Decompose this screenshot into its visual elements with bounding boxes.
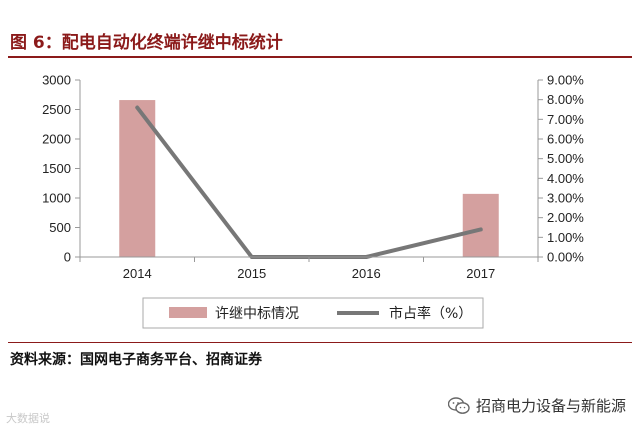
y-right-tick-label: 2.00% (547, 210, 584, 225)
y-right-tick-label: 1.00% (547, 230, 584, 245)
legend-swatch-bar (169, 307, 207, 318)
y-right-tick-label: 6.00% (547, 132, 584, 147)
source-note: 资料来源：国网电子商务平台、招商证券 (10, 352, 262, 368)
chart: 0 500 1000 1500 2000 2500 3000 0.00% 1.00% 2.00% 3… (42, 73, 584, 329)
watermark: 大数据说 (6, 412, 50, 425)
y-left-tick-label: 3000 (42, 73, 71, 88)
figure-title: 图 6：配电自动化终端许继中标统计 (10, 33, 283, 53)
y-left-tick-label: 500 (49, 220, 71, 235)
x-tick-label: 2017 (466, 266, 495, 281)
line-point-2017 (480, 228, 482, 230)
bar-2017 (462, 193, 499, 257)
legend-label-bar: 许继中标情况 (215, 306, 299, 322)
line-series-path (135, 105, 483, 259)
y-left-tick-label: 2000 (42, 132, 71, 147)
source-divider (8, 342, 632, 343)
wechat-account-name: 招商电力设备与新能源 (475, 397, 626, 415)
y-left-tick-label: 1000 (42, 191, 71, 206)
y-left-tick-label: 2500 (42, 102, 71, 117)
y-right-tick-label: 0.00% (547, 250, 584, 265)
x-tick-label: 2015 (237, 266, 266, 281)
legend-label-line: 市占率（%） (389, 305, 472, 322)
legend: 许继中标情况 市占率（%） (142, 297, 484, 329)
wechat-icon (447, 396, 470, 414)
wechat-account: 招商电力设备与新能源 (447, 395, 626, 416)
legend-box (142, 297, 484, 329)
line-point-2014 (136, 107, 138, 109)
y-left-tick-label: 0 (64, 250, 71, 265)
y-left-tick-label: 1500 (42, 161, 71, 176)
y-right-tick-label: 8.00% (547, 92, 584, 107)
y-right-tick-label: 5.00% (547, 151, 584, 166)
y-right-tick-label: 7.00% (547, 112, 584, 127)
axes: 0 500 1000 1500 2000 2500 3000 0.00% 1.00% 2.00% 3… (42, 73, 584, 282)
line-series (135, 105, 483, 259)
y-right-tick-label: 9.00% (547, 73, 584, 88)
title-divider (8, 56, 632, 58)
x-tick-label: 2014 (123, 266, 152, 281)
bar-series (119, 100, 499, 257)
x-tick-label: 2016 (352, 266, 381, 281)
y-right-tick-label: 4.00% (547, 171, 584, 186)
y-right-tick-label: 3.00% (547, 191, 584, 206)
